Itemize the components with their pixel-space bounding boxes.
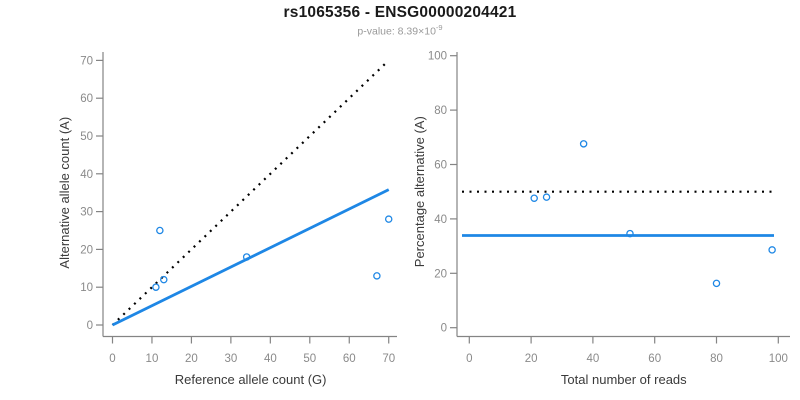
x-tick-label: 40 [264,353,277,365]
y-tick-label: 30 [80,207,93,219]
p-value-subtitle: p-value: 8.39×10-9 [0,23,800,38]
data-point [542,193,551,201]
x-axis-title: Total number of reads [561,372,687,387]
x-tick-label: 30 [224,353,237,365]
x-axis-title: Reference allele count (G) [175,372,327,387]
x-tick-label: 20 [525,353,538,365]
data-point [160,275,168,284]
y-tick-label: 0 [441,323,447,335]
x-tick-label: 100 [769,353,788,365]
y-tick-label: 60 [434,160,447,172]
x-tick-label: 70 [382,353,395,365]
y-tick-label: 70 [80,55,93,67]
y-tick-label: 20 [80,244,93,256]
data-point [156,226,164,235]
x-tick-label: 80 [710,353,723,365]
data-point [712,279,721,288]
x-tick-label: 60 [343,353,356,365]
y-axis-title: Percentage alternative (A) [412,116,427,267]
y-tick-label: 50 [80,131,93,143]
p-value-exponent: -9 [435,23,443,32]
y-tick-label: 60 [80,93,93,105]
x-tick-label: 0 [466,353,472,365]
p-value-text: p-value: 8.39×10 [357,25,436,38]
y-tick-label: 100 [428,51,447,63]
y-tick-label: 80 [434,105,447,117]
x-tick-label: 20 [185,353,198,365]
x-tick-label: 10 [146,353,159,365]
data-point [530,194,538,202]
y-tick-label: 10 [80,282,93,294]
data-point [768,246,776,254]
blue-trend-line [111,188,390,327]
plot-panel-2: 0 20 40 60 80 100 0 20 40 60 80 100 Total number of … [412,51,790,387]
y-tick-label: 40 [434,214,447,226]
x-tick-label: 50 [303,353,316,365]
page-title: rs1065356 - ENSG00000204421 [283,4,517,21]
x-tick-label: 40 [587,353,600,365]
plot-panel-1: 0 10 20 30 40 50 60 70 0 10 20 30 40 50 60 70 Reference … [57,52,397,387]
data-point [384,215,393,223]
data-point [152,283,160,291]
y-tick-label: 0 [87,320,93,332]
data-point [373,272,381,280]
y-tick-label: 40 [80,169,93,181]
x-tick-label: 0 [109,353,115,365]
y-tick-label: 20 [434,268,447,280]
x-tick-label: 60 [648,353,661,365]
y-axis-title: Alternative allele count (A) [57,117,72,269]
data-point [626,229,634,238]
data-point [579,140,588,148]
data-point [242,253,251,261]
